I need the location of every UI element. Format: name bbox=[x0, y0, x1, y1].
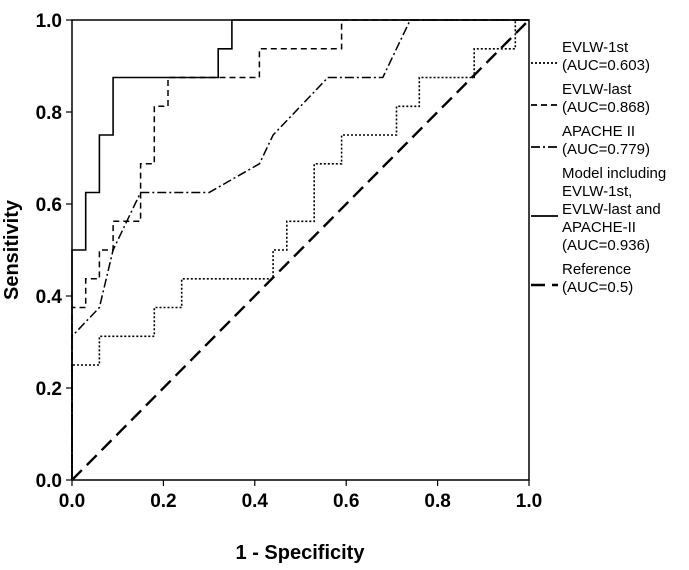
series-line-evlw-1st bbox=[71, 19, 529, 480]
y-tick-label: 0.8 bbox=[36, 103, 62, 124]
series-line-evlw-last bbox=[71, 19, 529, 480]
legend-auc-label: (AUC=0.5) bbox=[562, 279, 633, 296]
legend-series-label: EVLW-1st bbox=[562, 39, 629, 56]
legend-auc-label: (AUC=0.868) bbox=[562, 99, 650, 116]
legend-series-label: APACHE-II bbox=[562, 219, 636, 236]
series-line-reference bbox=[71, 19, 530, 481]
legend-series-label: EVLW-1st, bbox=[562, 183, 632, 200]
legend-auc-label: (AUC=0.936) bbox=[562, 237, 650, 254]
legend-auc-label: (AUC=0.603) bbox=[562, 57, 650, 74]
x-tick-label: 0.2 bbox=[150, 491, 176, 512]
plot-area bbox=[71, 19, 530, 481]
legend-series-label: EVLW-last bbox=[562, 81, 632, 98]
x-tick-label: 0.8 bbox=[424, 491, 450, 512]
x-tick-label: 0.4 bbox=[242, 491, 269, 512]
legend-series-label: APACHE II bbox=[562, 123, 635, 140]
series-line-apache-ii bbox=[71, 19, 529, 480]
legend-series-label: EVLW-last and bbox=[562, 201, 661, 218]
y-tick-label: 0.0 bbox=[36, 471, 62, 492]
series-line-model-including-evlw-1st-evlw-last-and-apache-ii bbox=[71, 19, 529, 480]
y-tick-label: 1.0 bbox=[36, 11, 62, 32]
x-tick-label: 0.6 bbox=[333, 491, 359, 512]
x-axis-title: 1 - Specificity bbox=[236, 542, 366, 564]
y-axis-ticks: 0.0 0.2 0.4 0.6 0.8 1.0 bbox=[36, 11, 72, 492]
legend-auc-label: (AUC=0.779) bbox=[562, 141, 650, 158]
series-group bbox=[71, 19, 530, 481]
x-axis-ticks: 0.0 0.2 0.4 0.6 0.8 1.0 bbox=[59, 480, 542, 512]
legend-series-label: Reference bbox=[562, 261, 631, 278]
legend: EVLW-1st(AUC=0.603) EVLW-last(AUC=0.868) A… bbox=[531, 39, 666, 296]
y-tick-label: 0.2 bbox=[36, 379, 62, 400]
x-tick-label: 0.0 bbox=[59, 491, 85, 512]
y-tick-label: 0.6 bbox=[36, 195, 62, 216]
legend-series-label: Model including bbox=[562, 165, 666, 182]
y-tick-label: 0.4 bbox=[36, 287, 63, 308]
x-tick-label: 1.0 bbox=[516, 491, 542, 512]
y-axis-title: Sensitivity bbox=[1, 199, 23, 300]
